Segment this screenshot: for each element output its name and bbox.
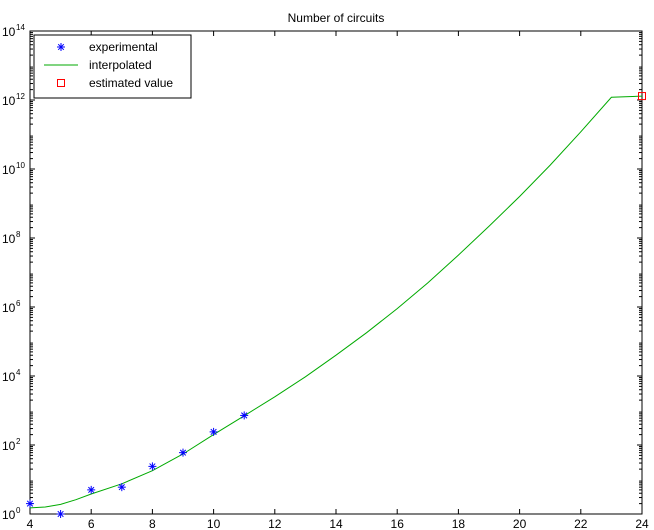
- data-point-experimental: [179, 448, 187, 457]
- x-tick-label: 12: [268, 517, 282, 530]
- x-tick-label: 14: [329, 517, 343, 530]
- x-tick-label: 24: [635, 517, 649, 530]
- series-line-interpolated: [30, 95, 642, 509]
- x-tick-label: 22: [574, 517, 588, 530]
- chart-title: Number of circuits: [288, 11, 385, 25]
- data-point-estimated: [638, 92, 646, 101]
- data-point-experimental: [117, 483, 126, 492]
- y-tick-base: 10: [2, 370, 16, 384]
- y-tick-exponent: 4: [16, 368, 21, 377]
- data-point-experimental: [148, 462, 157, 471]
- legend-label: estimated value: [89, 76, 173, 90]
- y-tick-exponent: 2: [16, 437, 21, 446]
- data-point-experimental: [87, 485, 96, 494]
- x-tick-label: 10: [207, 517, 221, 530]
- y-tick-exponent: 8: [16, 230, 21, 239]
- legend-swatch-estimated: [57, 79, 65, 87]
- y-tick-exponent: 0: [16, 506, 21, 515]
- y-tick-exponent: 14: [16, 23, 25, 32]
- x-tick-label: 6: [88, 517, 95, 530]
- legend-swatch-experimental: [57, 43, 65, 51]
- x-tick-label: 20: [513, 517, 527, 530]
- x-tick-label: 16: [391, 517, 405, 530]
- plot-area: [29, 30, 643, 515]
- y-tick-exponent: 12: [16, 92, 25, 101]
- legend: experimental interpolated estimated value: [33, 34, 192, 99]
- y-tick-base: 10: [2, 301, 16, 315]
- x-axis: 4 6 8 10 12 14 16 18 20 22 24: [27, 31, 649, 530]
- x-tick-label: 8: [149, 517, 156, 530]
- legend-label: interpolated: [89, 58, 152, 72]
- y-tick-base: 10: [2, 439, 16, 453]
- y-tick-base: 10: [2, 232, 16, 246]
- legend-label: experimental: [89, 40, 158, 54]
- x-tick-label: 18: [452, 517, 466, 530]
- data-point-experimental: [56, 510, 65, 518]
- x-tick-label: 4: [27, 517, 34, 530]
- y-tick-base: 10: [2, 94, 16, 108]
- y-tick-exponent: 10: [16, 161, 25, 170]
- y-tick-exponent: 6: [16, 299, 21, 308]
- data-point-experimental: [209, 427, 218, 436]
- y-tick-base: 10: [2, 508, 16, 522]
- data-point-experimental: [240, 411, 249, 420]
- series-layer: [26, 92, 646, 518]
- y-tick-base: 10: [2, 25, 16, 39]
- data-point-experimental: [26, 499, 34, 508]
- y-tick-base: 10: [2, 163, 16, 177]
